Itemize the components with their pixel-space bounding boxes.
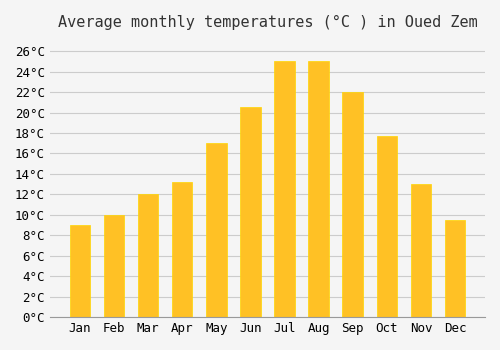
Bar <box>308 61 329 317</box>
Bar <box>240 107 260 317</box>
Bar <box>274 61 294 317</box>
Bar <box>445 220 465 317</box>
Bar <box>138 194 158 317</box>
Bar <box>342 92 363 317</box>
Bar <box>70 225 90 317</box>
Bar <box>172 182 193 317</box>
Bar <box>376 136 397 317</box>
Title: Average monthly temperatures (°C ) in Oued Zem: Average monthly temperatures (°C ) in Ou… <box>58 15 478 30</box>
Bar <box>410 184 431 317</box>
Bar <box>206 143 227 317</box>
Bar <box>104 215 124 317</box>
